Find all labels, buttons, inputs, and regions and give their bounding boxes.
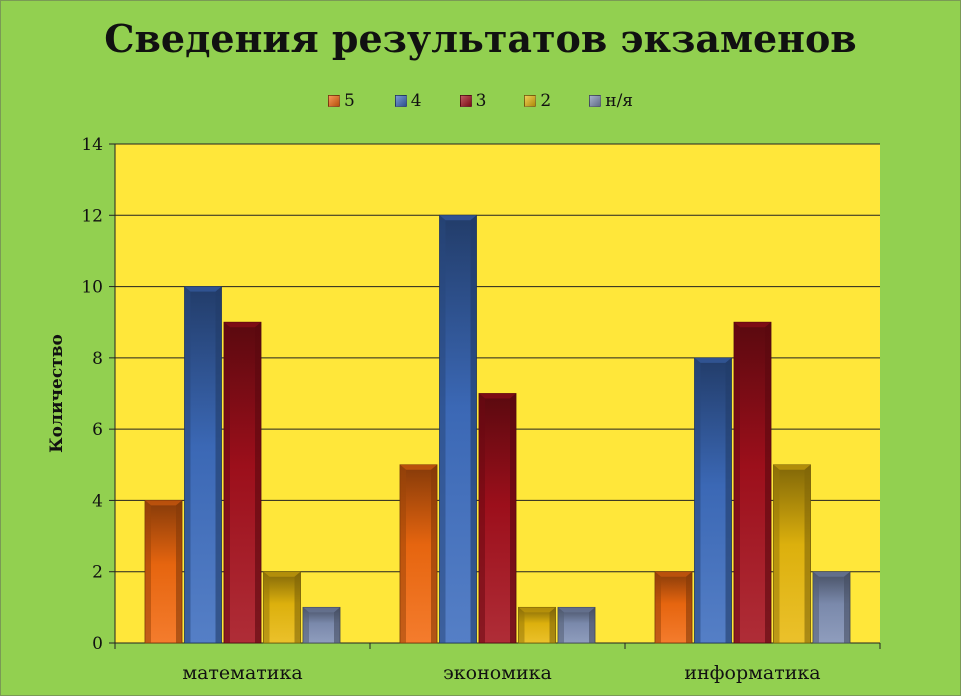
- legend-item: 2: [524, 90, 551, 112]
- x-tick-label: математика: [182, 662, 302, 684]
- bar-bevel-top: [479, 393, 516, 399]
- bar-bevel-top: [558, 607, 595, 613]
- y-tick-label: 12: [81, 206, 103, 226]
- bar-bevel-right: [549, 607, 556, 643]
- legend: 5 4 3 2 н/я: [0, 90, 961, 112]
- bar-bevel-top: [145, 500, 182, 506]
- bar-bevel-right: [686, 571, 692, 643]
- bar-bevel-top: [734, 322, 771, 328]
- bar-bevel-right: [844, 571, 850, 643]
- y-tick-label: 6: [92, 420, 103, 440]
- legend-swatch: [524, 95, 537, 107]
- bar-bevel-left: [303, 607, 309, 643]
- legend-item: 3: [459, 90, 487, 112]
- legend-label: 5: [343, 91, 355, 111]
- bar-bevel-right: [589, 607, 595, 643]
- legend-swatch: [459, 95, 472, 107]
- bar: [184, 286, 222, 644]
- bar-bevel-left: [439, 215, 446, 644]
- bar: [773, 464, 811, 644]
- bar-bevel-right: [470, 215, 477, 644]
- bar-bevel-top: [518, 607, 556, 613]
- legend-label: 2: [540, 91, 552, 111]
- bar-bevel-left: [145, 500, 151, 643]
- bar-bevel-left: [479, 393, 485, 643]
- bar: [694, 357, 732, 644]
- legend-swatch: [394, 95, 407, 107]
- x-tick-label: экономика: [443, 662, 552, 684]
- bar-bevel-right: [334, 607, 340, 643]
- bar-bevel-left: [263, 571, 270, 643]
- y-tick-label: 8: [92, 349, 103, 369]
- legend-item: н/я: [589, 90, 633, 112]
- bar-bevel-left: [773, 464, 780, 643]
- legend-swatch: [327, 95, 340, 107]
- legend-label: н/я: [605, 91, 634, 111]
- y-tick-label: 2: [92, 563, 103, 583]
- y-tick-label: 10: [81, 278, 103, 298]
- bar-bevel-left: [558, 607, 564, 643]
- bar-bevel-right: [255, 322, 261, 643]
- bar-bevel-left: [655, 571, 661, 643]
- bar-bevel-right: [294, 571, 301, 643]
- bar-bevel-left: [184, 286, 191, 643]
- bar-bevel-right: [431, 464, 437, 643]
- bar-bevel-right: [215, 286, 222, 643]
- bar: [733, 321, 772, 644]
- bar-bevel-top: [655, 571, 692, 577]
- bar-bevel-top: [303, 607, 340, 613]
- legend-label: 3: [475, 91, 487, 111]
- y-tick-label: 14: [81, 135, 103, 155]
- bar-bevel-right: [176, 500, 182, 643]
- chart-title: Сведения результатов экзаменов: [104, 16, 857, 61]
- bar: [263, 571, 301, 644]
- y-axis-label: Количество: [47, 334, 67, 453]
- bar-bevel-right: [804, 464, 811, 643]
- bar-bevel-top: [263, 571, 301, 577]
- bar-bevel-top: [224, 322, 261, 328]
- x-tick-label: информатика: [684, 662, 820, 684]
- bar-bevel-top: [184, 286, 222, 292]
- legend-item: 5: [327, 90, 355, 112]
- legend-swatch: [589, 95, 602, 107]
- bar: [478, 393, 517, 644]
- y-tick-label: 0: [92, 634, 103, 654]
- bar-bevel-top: [813, 571, 850, 577]
- bar-bevel-right: [725, 357, 732, 643]
- bar-bevel-top: [773, 464, 811, 470]
- bar-bevel-left: [734, 322, 740, 643]
- bar-bevel-top: [439, 215, 477, 221]
- y-tick-label: 4: [92, 491, 103, 511]
- bar-bevel-left: [400, 464, 406, 643]
- bar-bevel-right: [765, 322, 771, 643]
- legend-item: 4: [394, 90, 422, 112]
- bar: [144, 500, 183, 644]
- legend-label: 4: [410, 91, 422, 111]
- bar-bevel-top: [400, 464, 437, 470]
- bar-bevel-left: [694, 357, 701, 643]
- bar-bevel-top: [694, 357, 732, 363]
- bar-bevel-left: [224, 322, 230, 643]
- bar-bevel-left: [518, 607, 525, 643]
- bar-bevel-left: [813, 571, 819, 643]
- bar-bevel-right: [510, 393, 516, 643]
